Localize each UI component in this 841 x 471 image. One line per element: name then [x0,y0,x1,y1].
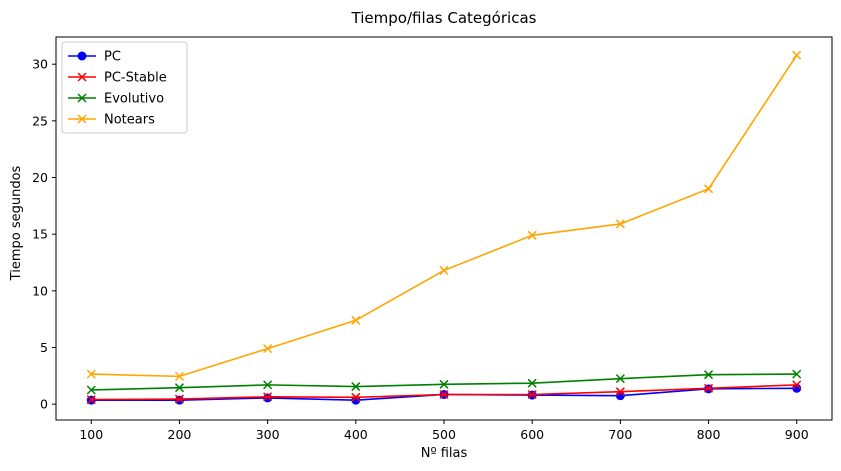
legend-marker-pc [77,51,87,61]
x-tick-label-700: 700 [608,427,632,442]
point-evolutivo-100-b [86,385,96,395]
point-pc-200 [174,395,184,405]
point-pc-stable-600 [527,389,537,400]
point-notears-900 [792,50,802,60]
point-notears-100 [86,369,96,379]
point-pc-stable-400 [351,392,361,402]
point-pc-300 [263,393,273,403]
point-pc-stable-700 [615,387,625,397]
point-notears-400 [351,315,361,325]
point-notears-100-b [86,369,96,379]
point-evolutivo-600 [527,378,537,388]
legend-marker-notears-b [77,114,87,124]
point-pc-stable-200 [174,394,184,404]
point-pc-stable-200-b [174,394,184,404]
point-notears-800-b [704,184,714,194]
legend-marker-pc-stable-b [77,72,87,82]
point-evolutivo-600-b [527,378,537,388]
point-pc-stable-700-b [615,387,625,397]
legend-box [61,41,188,134]
point-evolutivo-700-b [615,374,625,384]
point-pc-stable-900 [792,380,802,390]
point-evolutivo-100 [86,385,96,395]
point-evolutivo-800 [704,370,714,380]
y-tick-label-20: 20 [32,170,48,185]
point-evolutivo-500-b [439,379,449,389]
point-notears-300-b [263,344,273,354]
x-tick-label-400: 400 [344,427,368,442]
point-notears-300 [263,344,273,354]
point-notears-500 [439,265,449,275]
series-line-notears [91,54,798,378]
point-evolutivo-200 [174,383,184,393]
y-tick-label-25: 25 [32,113,48,128]
point-pc-stable-300-b [263,392,273,402]
point-notears-200-b [174,371,184,381]
point-notears-500-b [439,265,449,275]
point-evolutivo-400 [351,382,361,392]
x-tick-label-900: 900 [785,427,809,442]
point-evolutivo-900 [792,369,802,379]
point-pc-stable-100-b [86,395,96,405]
legend-label-pc: PC [104,50,121,65]
point-evolutivo-300-b [263,380,273,390]
point-evolutivo-700 [615,374,625,384]
point-pc-stable-300 [263,392,273,402]
legend-marker-pc-stable [77,72,87,82]
x-tick-label-500: 500 [432,427,456,442]
chart-title: Tiempo/filas Categóricas [351,9,537,27]
point-evolutivo-500 [439,379,449,389]
plot-area: 100 200 300 400 500 600 700 800 900 0 5 10 15 20 25 30 [32,36,833,442]
point-evolutivo-800-b [704,370,714,380]
legend-label-evolutivo: Evolutivo [104,92,164,107]
x-axis-label: Nº filas [421,446,468,461]
point-pc-400 [351,395,361,405]
point-notears-600 [527,230,537,240]
point-notears-900-b [792,50,802,60]
point-evolutivo-300 [263,380,273,390]
point-pc-stable-800-b [704,383,714,393]
point-pc-700 [615,391,625,401]
x-tick-label-300: 300 [256,427,280,442]
point-pc-stable-800 [704,383,714,393]
series-line-evolutivo [91,373,797,391]
point-pc-stable-600-b [527,389,537,400]
y-tick-label-15: 15 [32,227,48,242]
legend-marker-evolutivo-b [77,93,87,103]
y-tick-label-30: 30 [32,57,48,72]
x-tick-label-100: 100 [79,427,103,442]
point-evolutivo-400-b [351,382,361,392]
point-notears-700 [615,219,625,229]
point-pc-stable-500-b [439,389,449,400]
point-pc-stable-400-b [351,392,361,402]
point-notears-700-b [615,219,625,229]
legend-marker-notears [77,114,87,124]
x-tick-label-800: 800 [697,427,721,442]
point-pc-stable-100 [86,395,96,405]
y-axis-label: Tiempo segundos [9,165,24,281]
x-tick-label-600: 600 [520,427,544,442]
legend-marker-evolutivo [77,93,87,103]
point-pc-stable-500 [439,389,449,400]
legend-label-pc-stable: PC-Stable [104,71,167,86]
x-tick-label-200: 200 [168,427,192,442]
point-notears-600-b [527,230,537,240]
y-tick-label-10: 10 [32,283,48,298]
y-tick-label-5: 5 [40,340,48,355]
point-notears-200 [174,371,184,381]
point-notears-800 [704,184,714,194]
legend: PC PC-Stable Evolutivo Notears [61,41,188,134]
point-notears-400-b [351,315,361,325]
point-evolutivo-900-b [792,369,802,379]
legend-label-notears: Notears [104,113,155,128]
y-tick-label-0: 0 [40,397,48,412]
point-pc-stable-900-b [792,380,802,390]
point-evolutivo-200-b [174,383,184,393]
